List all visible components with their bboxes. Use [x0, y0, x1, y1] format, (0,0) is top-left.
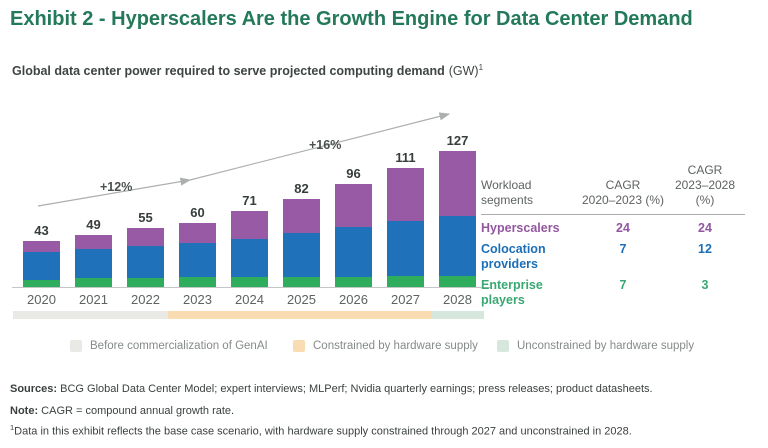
bar-segment-enterprise-players [127, 278, 164, 287]
bar-segment-enterprise-players [179, 277, 216, 287]
x-tick-2021: 2021 [79, 292, 108, 307]
bar-segment-enterprise-players [231, 277, 268, 287]
table-row-enterprise-players: Enterprise players 7 3 [481, 278, 709, 307]
bar-2025: 82 [283, 181, 320, 287]
x-tick-2020: 2020 [27, 292, 56, 307]
bar-stack [127, 228, 164, 287]
x-tick-2028: 2028 [443, 292, 472, 307]
bar-segment-hyperscalers [127, 228, 164, 247]
legend-label: Constrained by hardware supply [313, 340, 478, 352]
bar-total-label: 43 [34, 223, 49, 238]
bar-stack [231, 211, 268, 287]
bar-2022: 55 [127, 210, 164, 287]
bar-stack [335, 184, 372, 287]
bar-2024: 71 [231, 193, 268, 287]
legend-swatch-before-genai [70, 340, 82, 352]
bar-total-label: 82 [294, 181, 309, 196]
bar-segment-hyperscalers [439, 151, 476, 217]
x-tick-2023: 2023 [183, 292, 212, 307]
table-row-hyperscalers: Hyperscalers 24 24 [481, 221, 712, 235]
bar-total-label: 111 [395, 150, 416, 165]
bar-2026: 96 [335, 166, 372, 287]
table-header-cagr-2023-2028: CAGR 2023–2028 (%) [674, 163, 736, 207]
table-header-cagr-2020-2023: CAGR 2020–2023 (%) [581, 178, 665, 207]
legend-label: Before commercialization of GenAI [90, 340, 268, 352]
growth-label-2020-2023: +12% [100, 180, 133, 194]
bar-segment-colocation-providers [23, 251, 60, 280]
data-footnote: 1Data in this exhibit reflects the base … [10, 423, 632, 438]
bar-2020: 43 [23, 223, 60, 287]
subtitle-unit: (GW) [448, 64, 479, 79]
bar-2023: 60 [179, 205, 216, 287]
bar-segment-colocation-providers [179, 243, 216, 278]
subtitle-text: Global data center power required to ser… [12, 64, 445, 79]
x-tick-2022: 2022 [131, 292, 160, 307]
x-tick-2025: 2025 [287, 292, 316, 307]
note-footnote: Note: CAGR = compound annual growth rate… [10, 405, 235, 417]
bar-total-label: 55 [138, 210, 153, 225]
bar-segment-enterprise-players [387, 276, 424, 287]
bar-total-label: 49 [86, 217, 101, 232]
bar-segment-colocation-providers [127, 246, 164, 279]
bar-total-label: 60 [190, 205, 205, 220]
bar-stack [283, 199, 320, 287]
workload-cagr-table: Workload segments CAGR 2020–2023 (%) CAG… [481, 163, 745, 308]
bar-segment-enterprise-players [283, 277, 320, 287]
bar-segment-enterprise-players [23, 279, 60, 287]
bar-stack [439, 151, 476, 287]
x-axis-labels: 2020 2021 2022 2023 2024 2025 2026 2027 2028 [0, 292, 510, 308]
bar-segment-hyperscalers [23, 241, 60, 252]
x-axis-line [12, 287, 490, 288]
x-tick-2027: 2027 [391, 292, 420, 307]
bar-segment-hyperscalers [283, 199, 320, 234]
table-header-workload: Workload segments [481, 178, 534, 207]
bar-segment-colocation-providers [335, 226, 372, 278]
bar-total-label: 127 [446, 133, 469, 148]
bar-segment-enterprise-players [75, 278, 112, 287]
bar-segment-hyperscalers [231, 211, 268, 239]
bar-2028: 127 [439, 133, 476, 287]
bar-stack [179, 223, 216, 287]
supply-phase-band [13, 311, 484, 319]
phase-band-segment-0 [13, 311, 168, 319]
bar-total-label: 71 [242, 193, 257, 208]
chart-subtitle: Global data center power required to ser… [12, 63, 483, 78]
legend-label: Unconstrained by hardware supply [517, 340, 695, 352]
legend-item-before-genai: Before commercialization of GenAI [70, 340, 268, 352]
bar-total-label: 96 [346, 166, 361, 181]
growth-label-2023-2028: +16% [309, 138, 342, 152]
bar-segment-hyperscalers [387, 168, 424, 221]
bar-segment-enterprise-players [335, 277, 372, 287]
bar-segment-colocation-providers [283, 233, 320, 278]
bar-segment-hyperscalers [335, 184, 372, 227]
table-row-colocation-providers: Colocation providers 7 12 [481, 242, 712, 271]
bar-segment-enterprise-players [439, 276, 476, 287]
bar-segment-colocation-providers [439, 216, 476, 277]
bar-stack [387, 168, 424, 287]
table-header-row: Workload segments CAGR 2020–2023 (%) CAG… [481, 163, 745, 215]
bar-stack [75, 235, 112, 287]
x-tick-2024: 2024 [235, 292, 264, 307]
legend-swatch-constrained [293, 340, 305, 352]
legend-swatch-unconstrained [497, 340, 509, 352]
legend-item-constrained: Constrained by hardware supply [293, 340, 478, 352]
exhibit-title: Exhibit 2 - Hyperscalers Are the Growth … [10, 8, 693, 30]
bar-2027: 111 [387, 150, 424, 287]
bar-2021: 49 [75, 217, 112, 287]
phase-band-segment-1 [168, 311, 432, 319]
subtitle-footnote-marker: 1 [478, 63, 484, 72]
x-tick-2026: 2026 [339, 292, 368, 307]
stacked-bar-chart: 43 49 55 60 71 82 96 111 127 [23, 130, 476, 287]
phase-band-segment-2 [432, 311, 484, 319]
bar-segment-hyperscalers [75, 235, 112, 249]
bar-segment-colocation-providers [387, 220, 424, 277]
legend-item-unconstrained: Unconstrained by hardware supply [497, 340, 694, 352]
bar-segment-colocation-providers [75, 248, 112, 279]
bar-segment-colocation-providers [231, 238, 268, 278]
bar-segment-hyperscalers [179, 223, 216, 244]
sources-footnote: Sources: BCG Global Data Center Model; e… [10, 383, 653, 395]
bar-stack [23, 241, 60, 287]
